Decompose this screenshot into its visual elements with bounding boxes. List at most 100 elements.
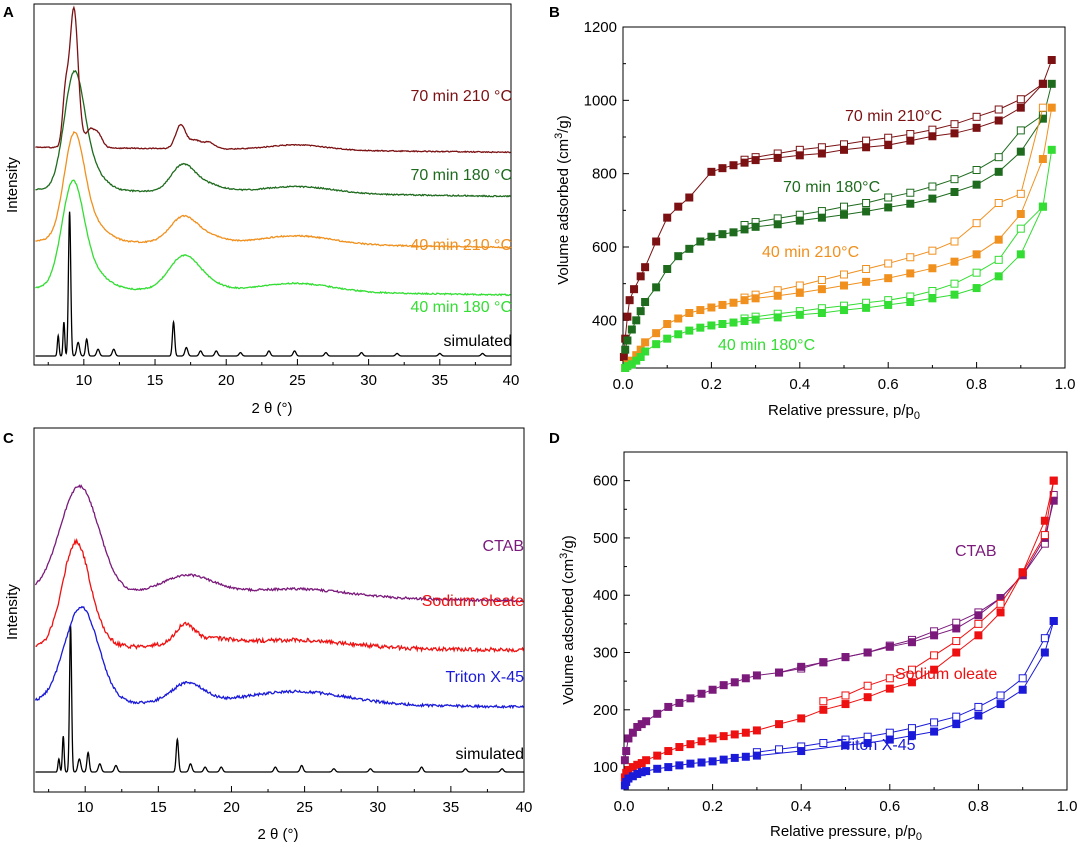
adsorption-point-70-min-180-c [1047, 79, 1056, 88]
adsorption-point-40-min-180-c [928, 294, 937, 303]
y-tick-label: 600 [593, 473, 618, 490]
label-b-70min-210c: 70 min 210°C [845, 108, 942, 125]
desorption-point-70-min-180-c [994, 153, 1003, 162]
adsorption-point-70-min-180-c [685, 244, 694, 253]
adsorption-point-40-min-180-c [740, 317, 749, 326]
adsorption-point-ctab [775, 668, 784, 677]
adsorption-point-sodium-oleate [1018, 568, 1027, 577]
label-b-70min-180c: 70 min 180°C [783, 179, 880, 196]
panel-b-letter: B [549, 4, 560, 21]
adsorption-point-70-min-180-c [636, 307, 645, 316]
desorption-point-70-min-180-c [928, 182, 937, 191]
adsorption-point-70-min-210-c [707, 167, 716, 176]
adsorption-point-70-min-210-c [663, 213, 672, 222]
x-tick-label: 30 [360, 372, 377, 389]
desorption-point-triton-x-45 [952, 712, 961, 721]
adsorption-point-70-min-180-c [641, 298, 650, 306]
adsorption-point-40-min-210-c [994, 235, 1003, 244]
desorption-point-triton-x-45 [996, 691, 1005, 700]
x-tick-label: 0.2 [702, 798, 723, 815]
adsorption-point-40-min-180-c [663, 334, 672, 343]
y-tick-label: 500 [593, 530, 618, 547]
adsorption-point-sodium-oleate [741, 728, 750, 737]
adsorption-point-triton-x-45 [996, 700, 1005, 709]
y-tick-label: 200 [593, 702, 618, 719]
adsorption-point-70-min-180-c [707, 232, 716, 241]
adsorption-point-ctab [675, 698, 684, 707]
adsorption-point-sodium-oleate [996, 608, 1005, 617]
adsorption-point-ctab [653, 709, 662, 718]
adsorption-point-70-min-180-c [906, 199, 915, 208]
adsorption-point-70-min-180-c [740, 225, 749, 234]
adsorption-point-40-min-180-c [950, 290, 959, 299]
label-70min-180c: 70 min 180 °C [410, 167, 512, 184]
panel-b-y-ticks: 400 600 800 1000 1200 [584, 19, 629, 358]
adsorption-point-70-min-180-c [1038, 114, 1047, 123]
adsorption-point-sodium-oleate [841, 700, 850, 709]
desorption-point-40-min-210-c [950, 237, 959, 246]
adsorption-point-70-min-180-c [950, 188, 959, 196]
adsorption-point-ctab [624, 734, 633, 743]
y-tick-label: 1000 [584, 92, 617, 109]
desorption-point-70-min-180-c [862, 199, 871, 207]
adsorption-point-40-min-180-c [1038, 202, 1047, 211]
adsorption-point-40-min-210-c [906, 269, 915, 278]
adsorption-point-triton-x-45 [797, 747, 806, 756]
x-tick-label: 0.8 [966, 376, 987, 393]
adsorption-point-sodium-oleate [642, 756, 651, 765]
panel-c: C 10 15 20 25 30 35 40 2 θ (°) Intensity CTAB … [3, 427, 532, 843]
desorption-point-triton-x-45 [974, 702, 983, 711]
adsorption-point-70-min-210-c [652, 237, 661, 246]
adsorption-point-70-min-210-c [773, 153, 782, 162]
adsorption-point-sodium-oleate [675, 743, 684, 752]
adsorption-point-sodium-oleate [1049, 476, 1058, 485]
adsorption-point-triton-x-45 [752, 751, 761, 760]
adsorption-point-70-min-210-c [625, 296, 634, 305]
desorption-point-70-min-210-c [862, 136, 871, 145]
desorption-point-70-min-180-c [906, 188, 915, 197]
panel-a-x-ticks: 10 15 20 25 30 35 40 [47, 359, 519, 389]
adsorption-point-70-min-180-c [627, 325, 636, 334]
adsorption-point-triton-x-45 [686, 759, 695, 768]
panel-d-y-title: Volume adsorbed (cm3/g) [558, 535, 577, 705]
adsorption-point-ctab [863, 648, 872, 657]
adsorption-point-ctab [686, 694, 695, 703]
x-tick-label: 25 [296, 799, 313, 816]
desorption-point-sodium-oleate [907, 665, 916, 674]
label-ctab-d: CTAB [955, 543, 996, 560]
desorption-point-triton-x-45 [1040, 634, 1049, 643]
adsorption-point-70-min-180-c [751, 222, 760, 231]
adsorption-point-40-min-210-c [928, 264, 937, 273]
desorption-point-40-min-180-c [994, 255, 1003, 264]
desorption-point-sodium-oleate [885, 674, 894, 683]
desorption-point-70-min-210-c [972, 112, 981, 121]
desorption-point-70-min-180-c [972, 166, 981, 174]
adsorption-point-40-min-210-c [862, 277, 871, 286]
adsorption-point-ctab [974, 611, 983, 620]
adsorption-point-70-min-210-c [817, 149, 826, 158]
panel-d-series [620, 476, 1058, 790]
adsorption-point-sodium-oleate [664, 747, 673, 756]
x-tick-label: 0.0 [614, 798, 635, 815]
adsorption-point-70-min-180-c [674, 252, 683, 261]
adsorption-point-triton-x-45 [708, 757, 717, 766]
desorption-point-40-min-180-c [1016, 224, 1025, 233]
adsorption-point-40-min-210-c [751, 294, 760, 303]
adsorption-point-70-min-180-c [817, 213, 826, 222]
x-tick-label: 0.4 [791, 798, 812, 815]
adsorption-point-40-min-210-c [773, 291, 782, 300]
adsorption-point-40-min-210-c [950, 257, 959, 266]
adsorption-point-70-min-210-c [641, 263, 650, 272]
adsorption-point-sodium-oleate [719, 732, 728, 741]
desorption-point-40-min-180-c [972, 268, 981, 277]
adsorption-point-70-min-210-c [685, 193, 694, 202]
panel-b-x-ticks: 0.0 0.2 0.4 0.6 0.8 1.0 [613, 362, 1075, 393]
adsorption-point-40-min-210-c [740, 296, 749, 305]
y-tick-label: 400 [593, 587, 618, 604]
panel-c-x-title: 2 θ (°) [257, 826, 298, 843]
adsorption-point-ctab [752, 671, 761, 680]
panel-a-x-title: 2 θ (°) [251, 400, 292, 417]
desorption-point-40-min-210-c [1016, 189, 1025, 198]
adsorption-point-70-min-180-c [994, 167, 1003, 176]
